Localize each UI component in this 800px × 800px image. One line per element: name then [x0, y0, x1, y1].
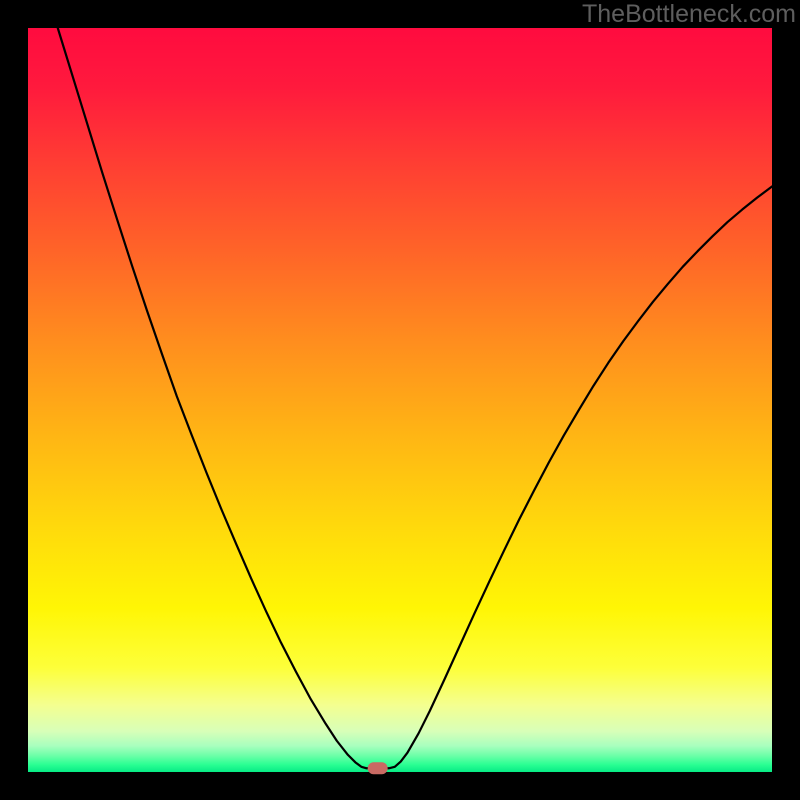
optimal-marker: [368, 762, 388, 774]
bottleneck-chart: TheBottleneck.com: [0, 0, 800, 800]
watermark-text: TheBottleneck.com: [582, 0, 796, 28]
plot-background: [28, 28, 772, 772]
